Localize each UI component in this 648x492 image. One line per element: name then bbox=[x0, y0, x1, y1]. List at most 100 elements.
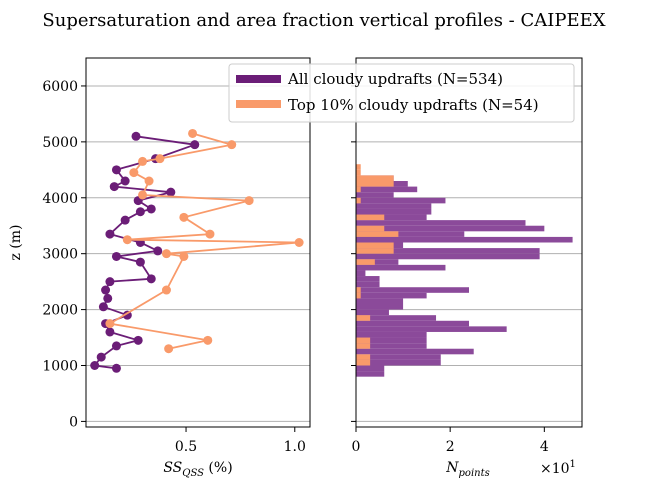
legend-box bbox=[228, 63, 575, 123]
hist-bar-0 bbox=[356, 186, 418, 193]
left-axes-frame bbox=[85, 57, 311, 428]
series-point-1 bbox=[138, 156, 148, 166]
hist-bar-0 bbox=[356, 292, 427, 299]
hist-bar-0 bbox=[356, 270, 366, 277]
legend-label-top: Top 10% cloudy updrafts (N=54) bbox=[288, 96, 539, 114]
hist-bar-0 bbox=[356, 348, 474, 355]
hist-bar-1 bbox=[356, 242, 394, 249]
hist-bar-0 bbox=[356, 365, 385, 372]
series-point-0 bbox=[105, 277, 115, 287]
series-point-1 bbox=[179, 251, 189, 261]
hist-bar-1 bbox=[356, 197, 361, 204]
hist-bar-0 bbox=[356, 304, 404, 310]
hist-bar-0 bbox=[356, 320, 469, 327]
left-y-tick-label: 3000 bbox=[42, 247, 78, 263]
hist-bar-0 bbox=[356, 208, 432, 215]
series-point-1 bbox=[294, 238, 304, 247]
right-x-tick-label: 0 bbox=[352, 439, 361, 455]
left-y-axis-label: z (m) bbox=[8, 224, 24, 260]
series-point-0 bbox=[96, 352, 106, 362]
series-point-1 bbox=[203, 335, 213, 345]
hist-bar-1 bbox=[356, 359, 371, 366]
series-point-1 bbox=[129, 168, 139, 178]
hist-bar-0 bbox=[356, 287, 469, 293]
multiplier-base: ×10 bbox=[540, 461, 570, 477]
series-point-1 bbox=[144, 176, 154, 186]
hist-bar-1 bbox=[356, 343, 371, 349]
series-point-0 bbox=[120, 215, 130, 225]
hist-bar-1 bbox=[356, 169, 361, 176]
legend-label-all: All cloudy updrafts (N=534) bbox=[287, 70, 503, 88]
hist-bar-1 bbox=[356, 248, 394, 254]
hist-bar-0 bbox=[356, 192, 394, 198]
series-point-1 bbox=[161, 285, 171, 295]
right-x-tick-label: 4 bbox=[540, 439, 549, 455]
hist-bar-1 bbox=[356, 186, 361, 193]
hist-bar-1 bbox=[356, 287, 361, 293]
hist-bar-1 bbox=[356, 354, 371, 360]
series-point-1 bbox=[161, 249, 171, 259]
series-point-1 bbox=[138, 190, 148, 200]
hist-bar-1 bbox=[356, 292, 361, 299]
left-x-tick-label: 1.0 bbox=[284, 439, 306, 455]
left-x-tick-label: 0.5 bbox=[175, 439, 197, 455]
hist-bar-0 bbox=[356, 337, 427, 344]
hist-bar-0 bbox=[356, 225, 545, 232]
left-y-tick-label: 5000 bbox=[42, 135, 78, 151]
series-point-1 bbox=[164, 344, 174, 354]
legend: All cloudy updrafts (N=534) Top 10% clou… bbox=[228, 63, 575, 123]
hist-bar-0 bbox=[356, 203, 432, 209]
hist-bar-0 bbox=[356, 236, 573, 243]
series-point-0 bbox=[105, 327, 115, 337]
left-panel-ss-profile: 0 1000 2000 3000 4000 5000 6000 0.5 1.0 z (m) SS… bbox=[8, 57, 311, 479]
series-point-1 bbox=[205, 229, 215, 239]
series-point-0 bbox=[98, 302, 108, 312]
series-point-0 bbox=[111, 251, 121, 261]
hist-bar-1 bbox=[356, 337, 371, 344]
hist-bar-1 bbox=[356, 181, 394, 187]
series-point-0 bbox=[135, 207, 145, 217]
series-point-1 bbox=[179, 212, 189, 222]
series-point-0 bbox=[146, 274, 156, 284]
series-point-0 bbox=[135, 257, 145, 267]
hist-bar-0 bbox=[356, 326, 507, 332]
series-point-1 bbox=[244, 196, 254, 206]
series-point-0 bbox=[131, 131, 141, 141]
right-ticks: 0 2 4 bbox=[351, 85, 549, 455]
left-x-label-main: SS bbox=[163, 460, 182, 476]
hist-bar-0 bbox=[356, 214, 427, 221]
series-point-0 bbox=[103, 293, 113, 303]
hist-bar-0 bbox=[356, 253, 540, 260]
left-x-axis-label: SSQSS (%) bbox=[163, 460, 232, 479]
hist-bar-0 bbox=[356, 354, 441, 360]
left-x-label-unit: (%) bbox=[204, 460, 233, 476]
hist-bar-0 bbox=[356, 259, 399, 265]
right-x-label-sub: points bbox=[459, 468, 490, 479]
hist-bar-1 bbox=[356, 315, 371, 321]
left-y-tick-label: 1000 bbox=[42, 359, 78, 375]
right-x-tick-label: 2 bbox=[446, 439, 455, 455]
series-point-0 bbox=[166, 187, 176, 197]
hist-bar-0 bbox=[356, 281, 380, 288]
series-point-0 bbox=[146, 204, 156, 214]
hist-bar-1 bbox=[356, 259, 375, 265]
chart-title: Supersaturation and area fraction vertic… bbox=[42, 10, 605, 31]
hist-bar-1 bbox=[356, 175, 394, 181]
series-point-0 bbox=[153, 246, 163, 256]
hist-bar-1 bbox=[356, 164, 361, 170]
series-point-0 bbox=[120, 176, 130, 186]
right-x-multiplier: ×101 bbox=[540, 459, 576, 477]
series-point-0 bbox=[111, 341, 121, 351]
right-bars bbox=[356, 164, 573, 377]
left-series bbox=[90, 128, 304, 373]
hist-bar-0 bbox=[356, 276, 380, 282]
hist-bar-0 bbox=[356, 220, 526, 226]
hist-bar-0 bbox=[356, 315, 437, 321]
series-point-1 bbox=[188, 128, 198, 138]
hist-bar-0 bbox=[356, 359, 441, 366]
series-point-1 bbox=[122, 235, 132, 245]
series-point-0 bbox=[190, 140, 200, 150]
series-point-0 bbox=[109, 182, 119, 192]
left-y-tick-label: 4000 bbox=[42, 191, 78, 207]
hist-bar-1 bbox=[356, 225, 385, 232]
